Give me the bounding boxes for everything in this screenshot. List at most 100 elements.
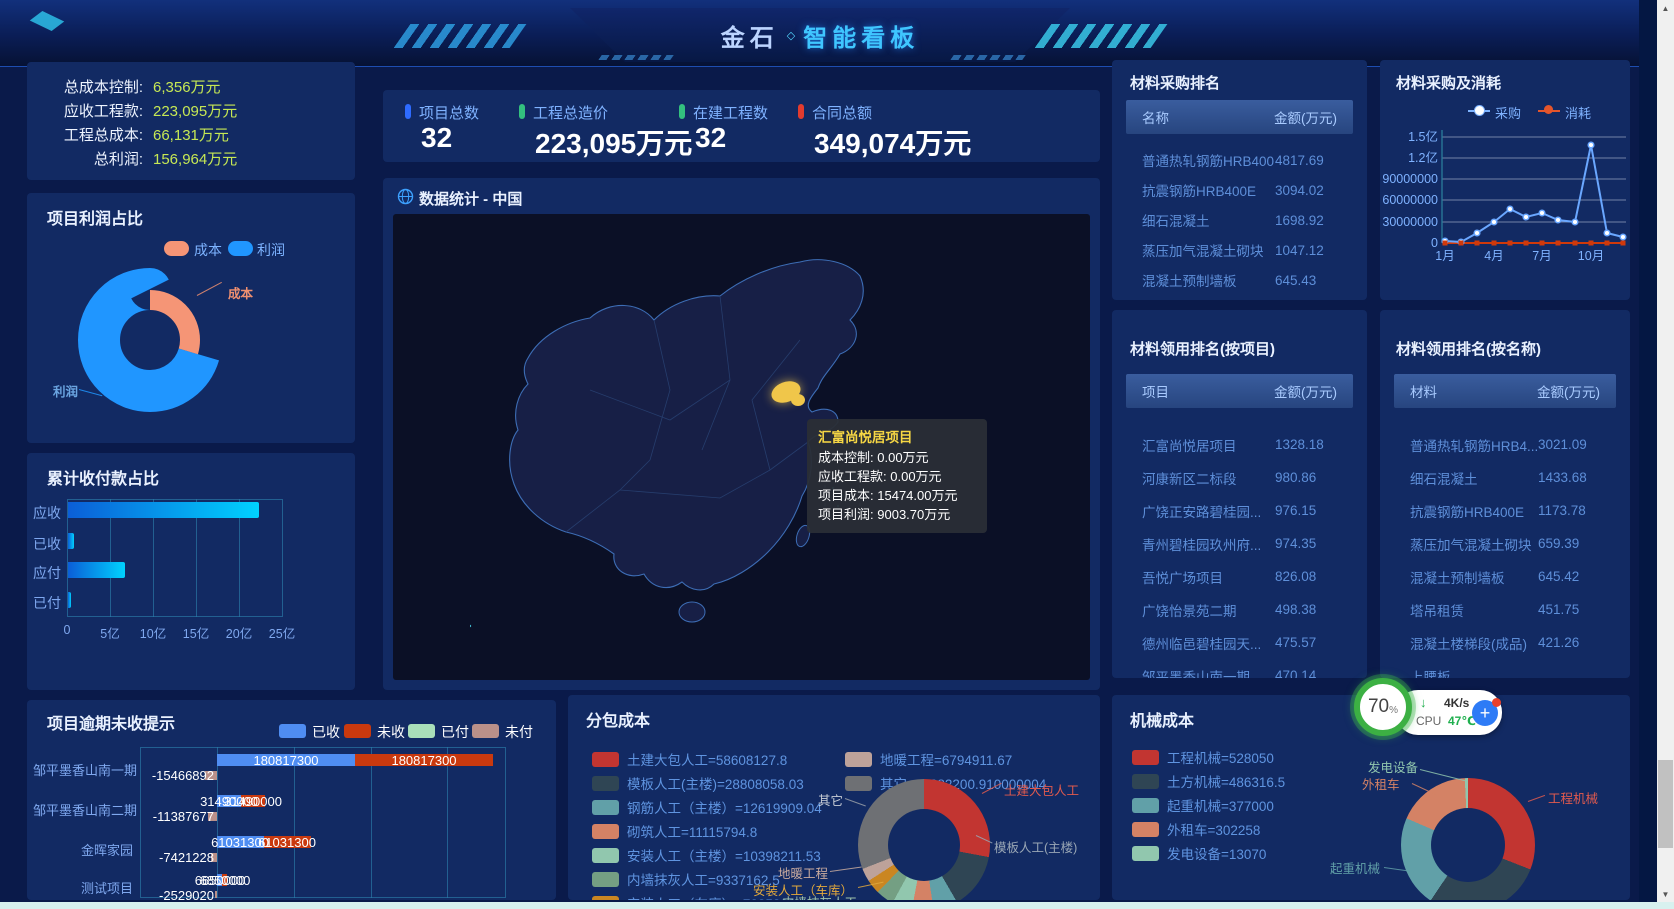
unreceived-bar[interactable]	[241, 795, 265, 807]
legend-item[interactable]: 起重机械=377000	[1132, 793, 1285, 817]
table-row[interactable]: 蒸压加气混凝土砌块 659.39	[1394, 527, 1616, 560]
payments-plot-border	[67, 499, 283, 617]
table-row[interactable]: 混凝土预制墙板 645.43	[1126, 265, 1353, 295]
scroll-up-arrow[interactable]: ▲	[1657, 0, 1674, 16]
cost-slice[interactable]	[100, 290, 200, 390]
profit-slice[interactable]	[78, 268, 222, 412]
bar-paid[interactable]	[68, 592, 71, 608]
legend-item[interactable]: 发电设备=13070	[1132, 841, 1285, 865]
table-row[interactable]: 汇富尚悦居项目 1328.18	[1126, 428, 1353, 461]
cell-amount: 421.26	[1538, 635, 1580, 650]
legend-item-purchase[interactable]: 采购	[1468, 104, 1526, 121]
purchase-trend-panel: 材料采购及消耗 采购 消耗 1.5亿 1.2亿 90000000 6000000…	[1380, 60, 1630, 300]
stat-value: 223,095万元	[153, 102, 238, 120]
unpaid-bar[interactable]	[205, 771, 217, 780]
cell-name: 吾悦广场项目	[1142, 570, 1223, 586]
legend-item[interactable]: 模板人工(主楼)=28808058.03	[592, 771, 822, 795]
legend-swatch-cost[interactable]	[164, 241, 189, 256]
legend-item-consume[interactable]: 消耗	[1538, 104, 1596, 121]
category-label: 金晖家园	[80, 843, 133, 858]
table-row[interactable]: 广饶怡景苑二期 498.38	[1126, 593, 1353, 626]
legend-swatch-profit[interactable]	[228, 241, 253, 256]
bar-payable[interactable]	[68, 562, 125, 578]
subcontract-donut-chart[interactable]	[858, 779, 990, 900]
unpaid-bar[interactable]	[215, 891, 217, 898]
legend-item[interactable]: 钢筋人工（主楼）=12619909.04	[592, 795, 822, 819]
legend-item[interactable]: 砌筑人工=11115794.8	[592, 819, 822, 843]
table-row[interactable]: 吾悦广场项目 826.08	[1126, 560, 1353, 593]
table-row[interactable]: 青州碧桂园玖州府... 974.35	[1126, 527, 1353, 560]
legend-item[interactable]: 安装人工（车库）=7285338.3	[592, 891, 822, 900]
purchase-line[interactable]	[1444, 144, 1624, 244]
legend-item[interactable]: 内墙抹灰人工=9337162.5	[592, 867, 822, 891]
table-row[interactable]: 细石混凝土 1433.68	[1394, 461, 1616, 494]
bar-received[interactable]	[68, 533, 74, 549]
machine-donut-chart[interactable]	[1401, 778, 1535, 900]
horizontal-scrollbar[interactable]	[0, 902, 1674, 909]
taiwan-island[interactable]	[794, 524, 812, 549]
legend-item[interactable]: 土建大包人工=58608127.8	[592, 747, 822, 771]
unreceived-bar[interactable]	[264, 836, 311, 848]
profit-donut-chart[interactable]	[40, 230, 260, 443]
table-row[interactable]: 塔吊租赁 451.75	[1394, 593, 1616, 626]
callout-dinuan: 地暖工程	[778, 867, 829, 881]
legend-swatch[interactable]	[408, 724, 435, 738]
legend-label[interactable]: 已付	[441, 724, 469, 740]
table-row[interactable]: 抗震钢筋HRB400E 1173.78	[1394, 494, 1616, 527]
legend-item[interactable]: 工程机械=528050	[1132, 745, 1285, 769]
purchase-rank-panel: 材料采购排名 名称 金额(万元) 普通热轧钢筋HRB400 4817.69 抗震…	[1112, 60, 1367, 300]
purchase-trend-chart[interactable]: 1.5亿 1.2亿 90000000 60000000 30000000 0 1	[1380, 60, 1630, 300]
hainan-island[interactable]	[678, 601, 706, 623]
table-row[interactable]: 河康新区二标段 980.86	[1126, 461, 1353, 494]
received-bar[interactable]	[217, 836, 264, 848]
legend-label[interactable]: 已收	[312, 724, 340, 740]
table-row[interactable]: 普通热轧钢筋HRB4... 3021.09	[1394, 428, 1616, 461]
legend-item[interactable]: 安装人工（主楼）=10398211.53	[592, 843, 822, 867]
table-row[interactable]: 普通热轧钢筋HRB400 4817.69	[1126, 145, 1353, 175]
legend-label-profit[interactable]: 利润	[257, 242, 285, 258]
vertical-scrollbar[interactable]: ▲ ▼	[1657, 0, 1674, 909]
legend-item[interactable]: 地暖工程=6794911.67	[845, 747, 1046, 771]
legend-label-cost[interactable]: 成本	[194, 242, 222, 258]
subcontract-cost-panel: 分包成本 土建大包人工=58608127.8 模板人工(主楼)=28808058…	[568, 695, 1100, 900]
scrollbar-thumb[interactable]	[1658, 760, 1673, 848]
china-map[interactable]	[470, 240, 930, 660]
table-row[interactable]: 德州临邑碧桂园天... 475.57	[1126, 626, 1353, 659]
received-bar[interactable]	[217, 874, 222, 886]
table-row[interactable]: 混凝土预制墙板 645.42	[1394, 560, 1616, 593]
purchase-rank-rows: 普通热轧钢筋HRB400 4817.69 抗震钢筋HRB400E 3094.02…	[1126, 145, 1353, 295]
legend-swatch[interactable]	[472, 724, 499, 738]
legend-swatch[interactable]	[279, 724, 306, 738]
panel-title: 项目逾期未收提示	[47, 716, 176, 733]
cell-name: 普通热轧钢筋HRB4...	[1410, 438, 1538, 454]
scroll-down-arrow[interactable]: ▼	[1657, 886, 1674, 902]
table-row[interactable]: 混凝土楼梯段(成品) 421.26	[1394, 626, 1616, 659]
table-row[interactable]: 邹平墨香山南一期 470.14	[1126, 659, 1353, 678]
table-row[interactable]: 广饶正安路碧桂园... 976.15	[1126, 494, 1353, 527]
page-title: 智能看板	[803, 24, 920, 52]
unreceived-bar[interactable]	[222, 874, 227, 886]
tooltip-label: 成本控制:	[818, 450, 874, 465]
table-row[interactable]: 抗震钢筋HRB400E 3094.02	[1126, 175, 1353, 205]
legend-item[interactable]: 外租车=302258	[1132, 817, 1285, 841]
table-row[interactable]: 蒸压加气混凝土砌块 1047.12	[1126, 235, 1353, 265]
unreceived-bar[interactable]	[355, 754, 493, 766]
legend-item[interactable]: 土方机械=486316.5	[1132, 769, 1285, 793]
stat-dot	[519, 104, 525, 119]
received-bar[interactable]	[217, 795, 241, 807]
map-canvas[interactable]: 汇富尚悦居项目 成本控制: 0.00万元 应收工程款: 0.00万元 项目成本:…	[393, 214, 1090, 680]
unpaid-bar[interactable]	[211, 853, 217, 862]
legend-label[interactable]: 未付	[505, 724, 533, 740]
legend-label[interactable]: 未收	[377, 724, 405, 740]
unpaid-bar[interactable]	[208, 812, 217, 821]
table-row[interactable]: 上腰板	[1394, 659, 1616, 679]
bar-receivable[interactable]	[68, 502, 259, 518]
panel-title: 材料领用排名(按名称)	[1396, 341, 1541, 358]
monitor-percent-ring[interactable]: 70%	[1354, 678, 1412, 736]
performance-monitor-widget[interactable]: ↓ 4K/s CPU 47℃ 70% +	[1352, 676, 1504, 742]
legend-swatch	[1132, 845, 1159, 861]
svg-text:1月: 1月	[1435, 249, 1454, 263]
received-bar[interactable]	[217, 754, 355, 766]
table-row[interactable]: 细石混凝土 1698.92	[1126, 205, 1353, 235]
legend-swatch[interactable]	[344, 724, 371, 738]
